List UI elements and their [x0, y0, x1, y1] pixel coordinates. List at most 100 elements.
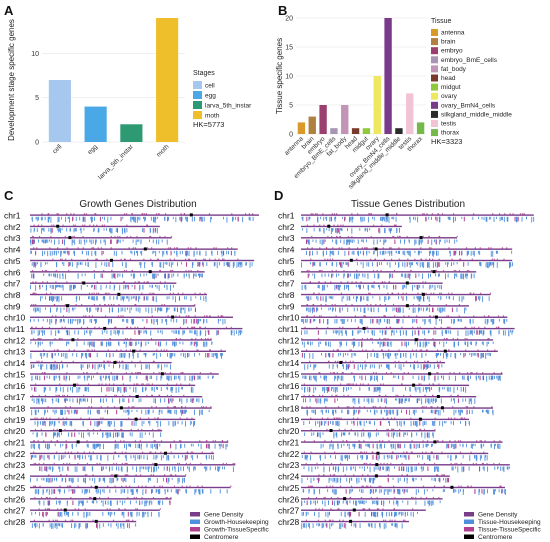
housekeeping-gene [422, 409, 424, 414]
density-spike [38, 394, 40, 397]
housekeeping-gene [141, 500, 143, 505]
chromosome-label: chr9 [4, 301, 21, 311]
housekeeping-gene [110, 330, 112, 336]
density-spike [411, 349, 414, 351]
housekeeping-gene [472, 216, 474, 220]
density-spike [487, 338, 489, 340]
housekeeping-gene [449, 296, 451, 300]
housekeeping-gene [325, 421, 327, 424]
density-spike [354, 315, 357, 317]
density-spike [301, 338, 303, 340]
density-spike [102, 417, 104, 419]
housekeeping-gene [229, 262, 231, 268]
density-spike [308, 394, 310, 397]
density-spike [32, 292, 34, 295]
density-spike [454, 417, 456, 419]
density-spike [318, 292, 320, 295]
housekeeping-gene [456, 239, 458, 242]
density-spike [503, 258, 505, 260]
housekeeping-gene [363, 421, 365, 427]
gene-density-track [301, 339, 493, 341]
housekeeping-gene [463, 273, 465, 280]
tissue-specific-gene [222, 443, 224, 449]
housekeeping-gene [365, 364, 367, 367]
housekeeping-gene [170, 398, 171, 402]
housekeeping-gene [32, 239, 34, 243]
density-spike [319, 247, 321, 249]
housekeeping-gene [404, 443, 406, 449]
tissue-specific-gene [223, 250, 225, 256]
housekeeping-gene [53, 273, 55, 278]
housekeeping-gene [302, 228, 304, 231]
density-spike [308, 269, 310, 272]
housekeeping-gene [96, 409, 98, 414]
housekeeping-gene [71, 318, 73, 324]
housekeeping-gene [120, 523, 122, 529]
housekeeping-gene [114, 273, 116, 280]
housekeeping-gene [221, 353, 222, 359]
tissue-specific-gene [44, 466, 46, 471]
housekeeping-gene [359, 228, 361, 231]
housekeeping-gene [366, 398, 368, 402]
housekeeping-gene [144, 330, 146, 333]
density-spike [327, 258, 329, 260]
density-spike [83, 315, 85, 317]
housekeeping-gene [99, 477, 101, 481]
housekeeping-gene [50, 307, 52, 313]
legend-label: midgut [441, 84, 461, 91]
housekeeping-gene [511, 330, 513, 335]
housekeeping-gene [174, 421, 176, 426]
housekeeping-gene [182, 455, 183, 458]
housekeeping-gene [63, 489, 65, 494]
density-spike [33, 224, 35, 226]
housekeeping-gene [460, 387, 462, 392]
housekeeping-gene [349, 239, 350, 245]
density-spike [328, 360, 330, 363]
density-spike [187, 326, 189, 329]
housekeeping-gene [369, 443, 371, 449]
housekeeping-gene [492, 318, 494, 325]
tissue-specific-gene [180, 216, 182, 222]
housekeeping-gene [487, 262, 489, 269]
density-spike [55, 315, 57, 317]
housekeeping-gene [402, 330, 404, 335]
housekeeping-gene [62, 387, 64, 393]
housekeeping-gene [339, 262, 341, 265]
housekeeping-gene [125, 387, 127, 393]
housekeeping-gene [453, 262, 455, 265]
density-spike [222, 462, 224, 465]
housekeeping-gene [488, 353, 490, 356]
housekeeping-gene [493, 262, 495, 266]
density-spike [324, 281, 326, 283]
housekeeping-gene [351, 239, 353, 243]
density-spike [414, 258, 416, 260]
housekeeping-gene [503, 330, 504, 336]
density-spike [204, 326, 206, 329]
housekeeping-gene [146, 364, 148, 369]
density-spike [186, 417, 188, 419]
housekeeping-gene [450, 421, 452, 425]
housekeeping-gene [321, 284, 323, 291]
housekeeping-gene [223, 262, 225, 267]
density-spike [197, 269, 199, 272]
housekeeping-gene [156, 228, 158, 234]
housekeeping-gene [508, 330, 510, 337]
housekeeping-gene [393, 432, 395, 436]
housekeeping-gene [340, 432, 342, 437]
housekeeping-gene [481, 409, 483, 413]
housekeeping-gene [357, 421, 358, 426]
density-spike [106, 292, 108, 295]
tissue-specific-gene [320, 421, 322, 426]
density-spike [33, 462, 35, 465]
density-spike [410, 417, 412, 419]
tissue-specific-gene [217, 330, 219, 335]
housekeeping-gene [73, 250, 75, 255]
housekeeping-gene [467, 330, 469, 336]
legend-title: Stages [193, 70, 215, 77]
density-spike [205, 406, 207, 408]
housekeeping-gene [58, 330, 60, 334]
housekeeping-gene [139, 262, 141, 266]
density-spike [56, 213, 58, 215]
housekeeping-gene [92, 443, 94, 449]
housekeeping-gene [441, 375, 443, 379]
